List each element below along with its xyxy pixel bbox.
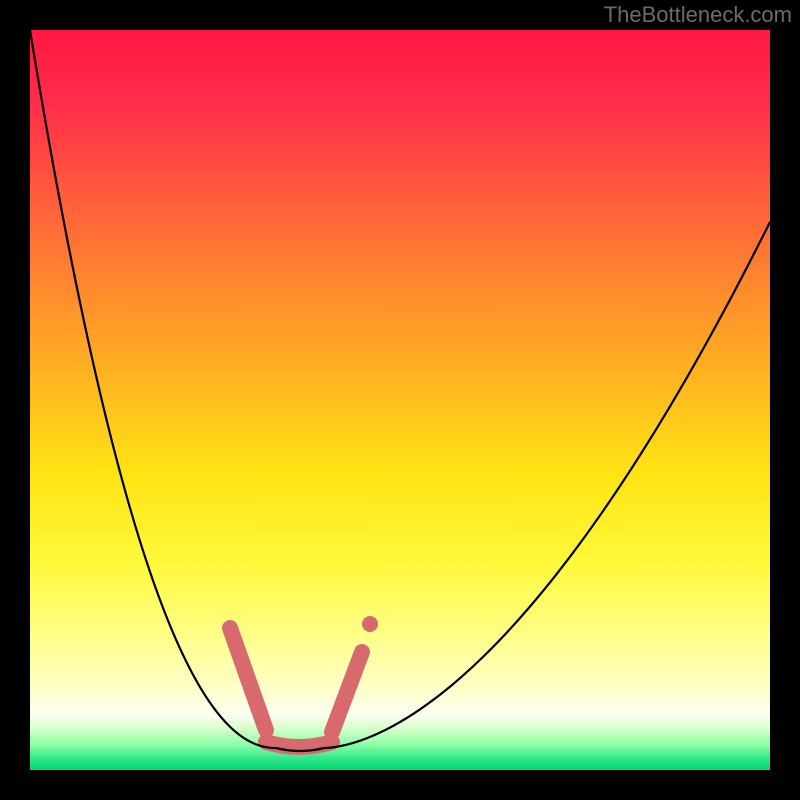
bottleneck-chart xyxy=(0,0,800,800)
highlight-dot xyxy=(362,616,378,632)
plot-background xyxy=(30,30,770,770)
chart-container: TheBottleneck.com xyxy=(0,0,800,800)
